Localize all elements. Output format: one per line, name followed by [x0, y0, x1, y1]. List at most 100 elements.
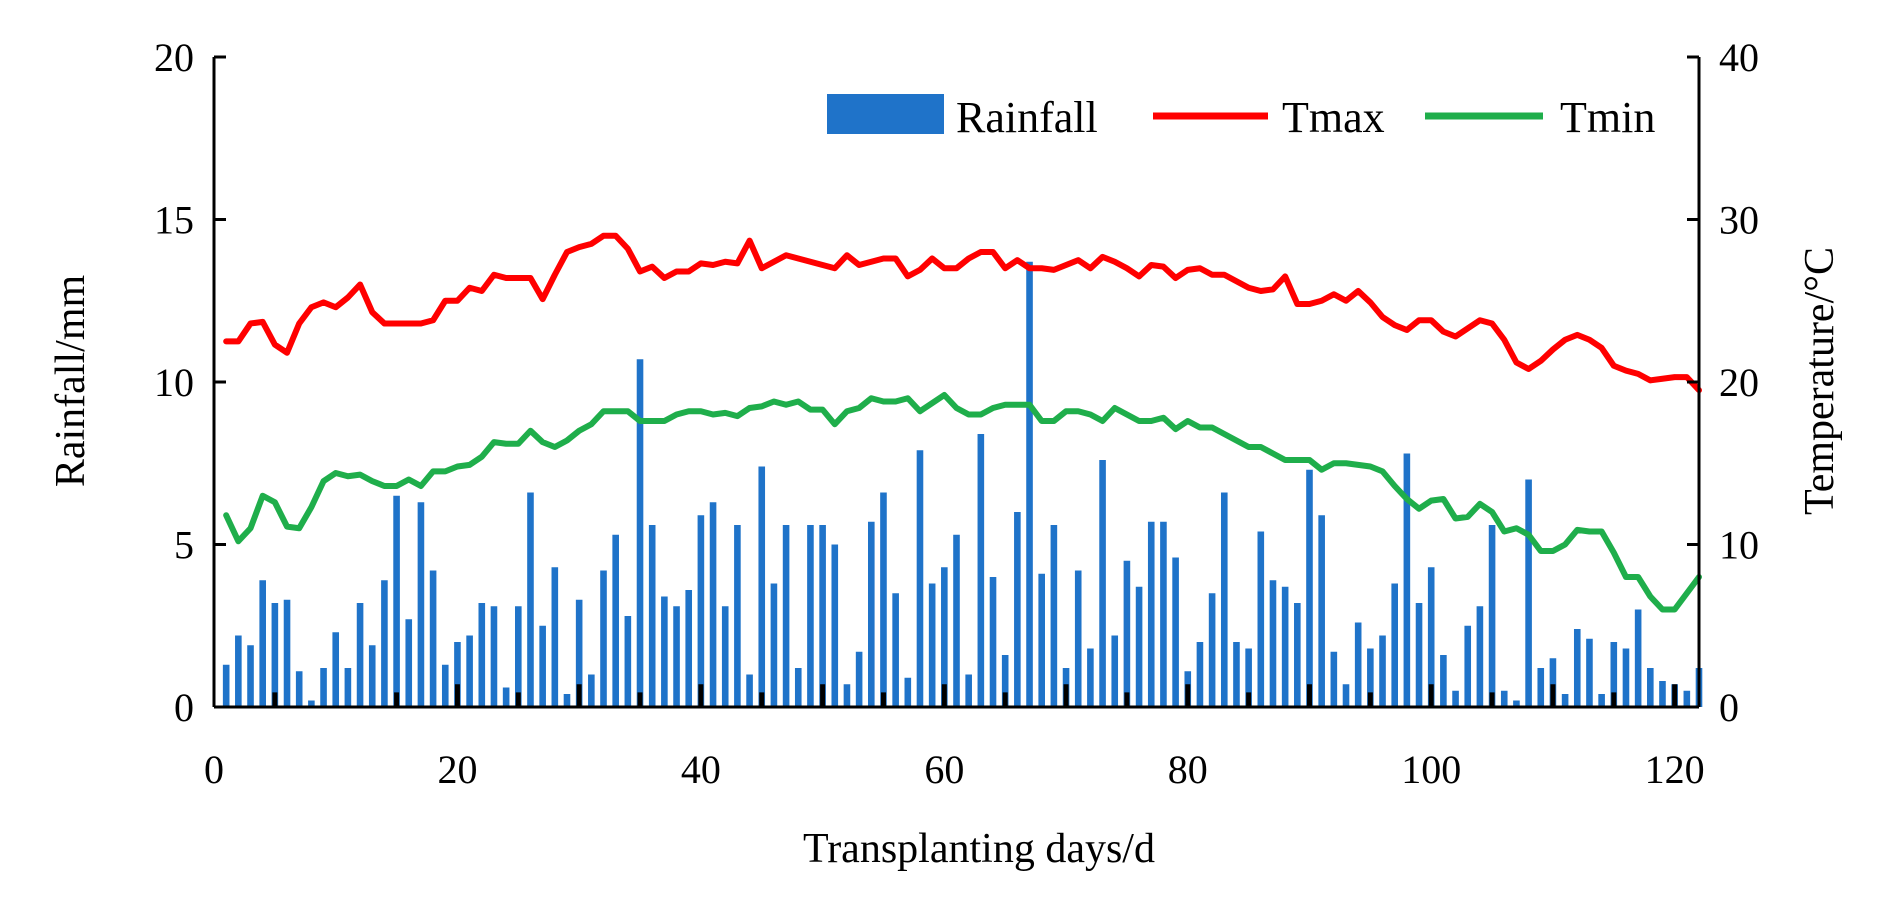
- y-right-tick-label: 10: [1719, 523, 1759, 568]
- rainfall-bar: [843, 684, 851, 707]
- rainfall-bar: [892, 593, 899, 707]
- line-tmin: [223, 392, 1702, 613]
- rainfall-marker: [515, 692, 521, 708]
- x-tick-label: 0: [204, 747, 224, 792]
- rainfall-bar: [746, 674, 753, 707]
- rainfall-marker: [759, 692, 765, 708]
- rainfall-bar: [1683, 690, 1691, 707]
- rainfall-bar: [332, 632, 340, 707]
- x-axis-title: Transplanting days/d: [803, 826, 1155, 872]
- rainfall-bar: [222, 664, 230, 707]
- rainfall-bar: [880, 492, 887, 707]
- rainfall-bar: [1452, 690, 1459, 707]
- rainfall-bar: [235, 635, 242, 707]
- rainfall-bar: [1087, 648, 1094, 707]
- rainfall-bar: [1147, 521, 1155, 707]
- rainfall-bar: [454, 642, 461, 707]
- rainfall-bar: [1586, 638, 1593, 707]
- rainfall-bar: [1294, 603, 1301, 707]
- rainfall-bar: [539, 625, 546, 707]
- rainfall-marker: [576, 684, 582, 707]
- rainfall-bar: [941, 567, 948, 707]
- rainfall-bar: [1379, 635, 1386, 707]
- rainfall-bar: [1440, 655, 1447, 707]
- rainfall-bar: [928, 583, 936, 707]
- rainfall-bar: [1001, 655, 1009, 707]
- y-right-tick-label: 40: [1719, 35, 1759, 80]
- x-tick-label: 40: [681, 747, 721, 792]
- rainfall-bar: [405, 619, 413, 707]
- rainfall-bar: [466, 635, 473, 707]
- rainfall-bar: [636, 359, 644, 707]
- rainfall-bar: [1196, 642, 1204, 707]
- rainfall-bar: [685, 590, 693, 707]
- rainfall-bar: [758, 466, 766, 707]
- rainfall-bar: [1281, 586, 1289, 707]
- y-left-tick-label: 20: [154, 35, 194, 80]
- rainfall-bar: [393, 495, 400, 707]
- rainfall-bar: [1135, 586, 1143, 707]
- rainfall-bar: [1111, 635, 1119, 707]
- rainfall-bar: [965, 674, 972, 707]
- rainfall-bar: [1257, 531, 1265, 707]
- rainfall-bar: [1367, 648, 1374, 707]
- rainfall-bar: [989, 577, 997, 707]
- rainfall-bar: [1014, 512, 1021, 707]
- rainfall-bar: [502, 687, 510, 707]
- rainfall-bar: [721, 606, 729, 707]
- rainfall-bar: [1525, 479, 1532, 707]
- y-axis-title-right: Temperature/°C: [1797, 247, 1843, 515]
- rainfall-bar: [283, 599, 291, 707]
- rainfall-bar: [1208, 593, 1216, 707]
- rainfall-marker: [820, 684, 826, 707]
- rainfall-marker: [1489, 692, 1495, 708]
- rainfall-bar: [356, 603, 364, 707]
- rainfall-bar: [1074, 570, 1082, 707]
- rainfall-bar: [1537, 668, 1545, 707]
- rainfall-marker: [637, 692, 643, 708]
- rainfall-marker: [272, 692, 278, 708]
- rainfall-bar: [1476, 606, 1484, 707]
- rainfall-bar: [1403, 453, 1411, 707]
- rainfall-bar: [794, 668, 802, 707]
- rainfall-bar: [831, 544, 839, 707]
- rainfall-bar: [1500, 690, 1508, 707]
- rainfall-marker: [880, 692, 886, 708]
- rainfall-bar: [1342, 684, 1350, 707]
- rainfall-bar: [1598, 694, 1605, 707]
- rainfall-bar: [429, 570, 437, 707]
- rainfall-bar: [320, 668, 327, 707]
- rainfall-bar: [1220, 492, 1228, 707]
- rainfall-bar: [1415, 603, 1423, 707]
- x-tick-label: 120: [1645, 747, 1705, 792]
- rainfall-bar: [1464, 625, 1472, 707]
- rainfall-bar: [1513, 700, 1520, 707]
- rainfall-bar: [575, 599, 583, 707]
- x-tick-label: 100: [1401, 747, 1461, 792]
- y-left-tick-label: 15: [154, 198, 194, 243]
- rainfall-bar: [916, 450, 924, 707]
- rainfall-bar: [1245, 648, 1252, 707]
- rainfall-bar: [247, 645, 254, 707]
- rainfall-bar: [770, 583, 778, 707]
- rainfall-marker: [1124, 692, 1130, 708]
- rainfall-bar: [953, 534, 960, 707]
- y-right-tick-label: 30: [1719, 198, 1759, 243]
- chart-ticks: 0 20 40 60 80 100 120 0 5 10 15 20 0 10 20 30 40: [154, 35, 1759, 792]
- rainfall-bar: [1391, 583, 1398, 707]
- rainfall-bar: [1269, 580, 1277, 707]
- rainfall-bar: [612, 534, 619, 707]
- x-tick-label: 20: [437, 747, 477, 792]
- rainfall-bar: [1050, 525, 1058, 707]
- rainfall-marker: [1611, 692, 1617, 708]
- rainfall-bar: [904, 677, 912, 707]
- rainfall-bar: [1647, 668, 1654, 707]
- rainfall-bar: [1038, 573, 1045, 707]
- chart-legend: Rainfall Tmax Tmin: [827, 93, 1655, 142]
- line-tmax: [223, 232, 1702, 394]
- rainfall-bar: [855, 651, 863, 707]
- rainfall-bar: [563, 694, 571, 707]
- rainfall-bars: [222, 261, 1703, 707]
- rainfall-bar: [308, 700, 315, 707]
- rainfall-bar: [1573, 629, 1581, 707]
